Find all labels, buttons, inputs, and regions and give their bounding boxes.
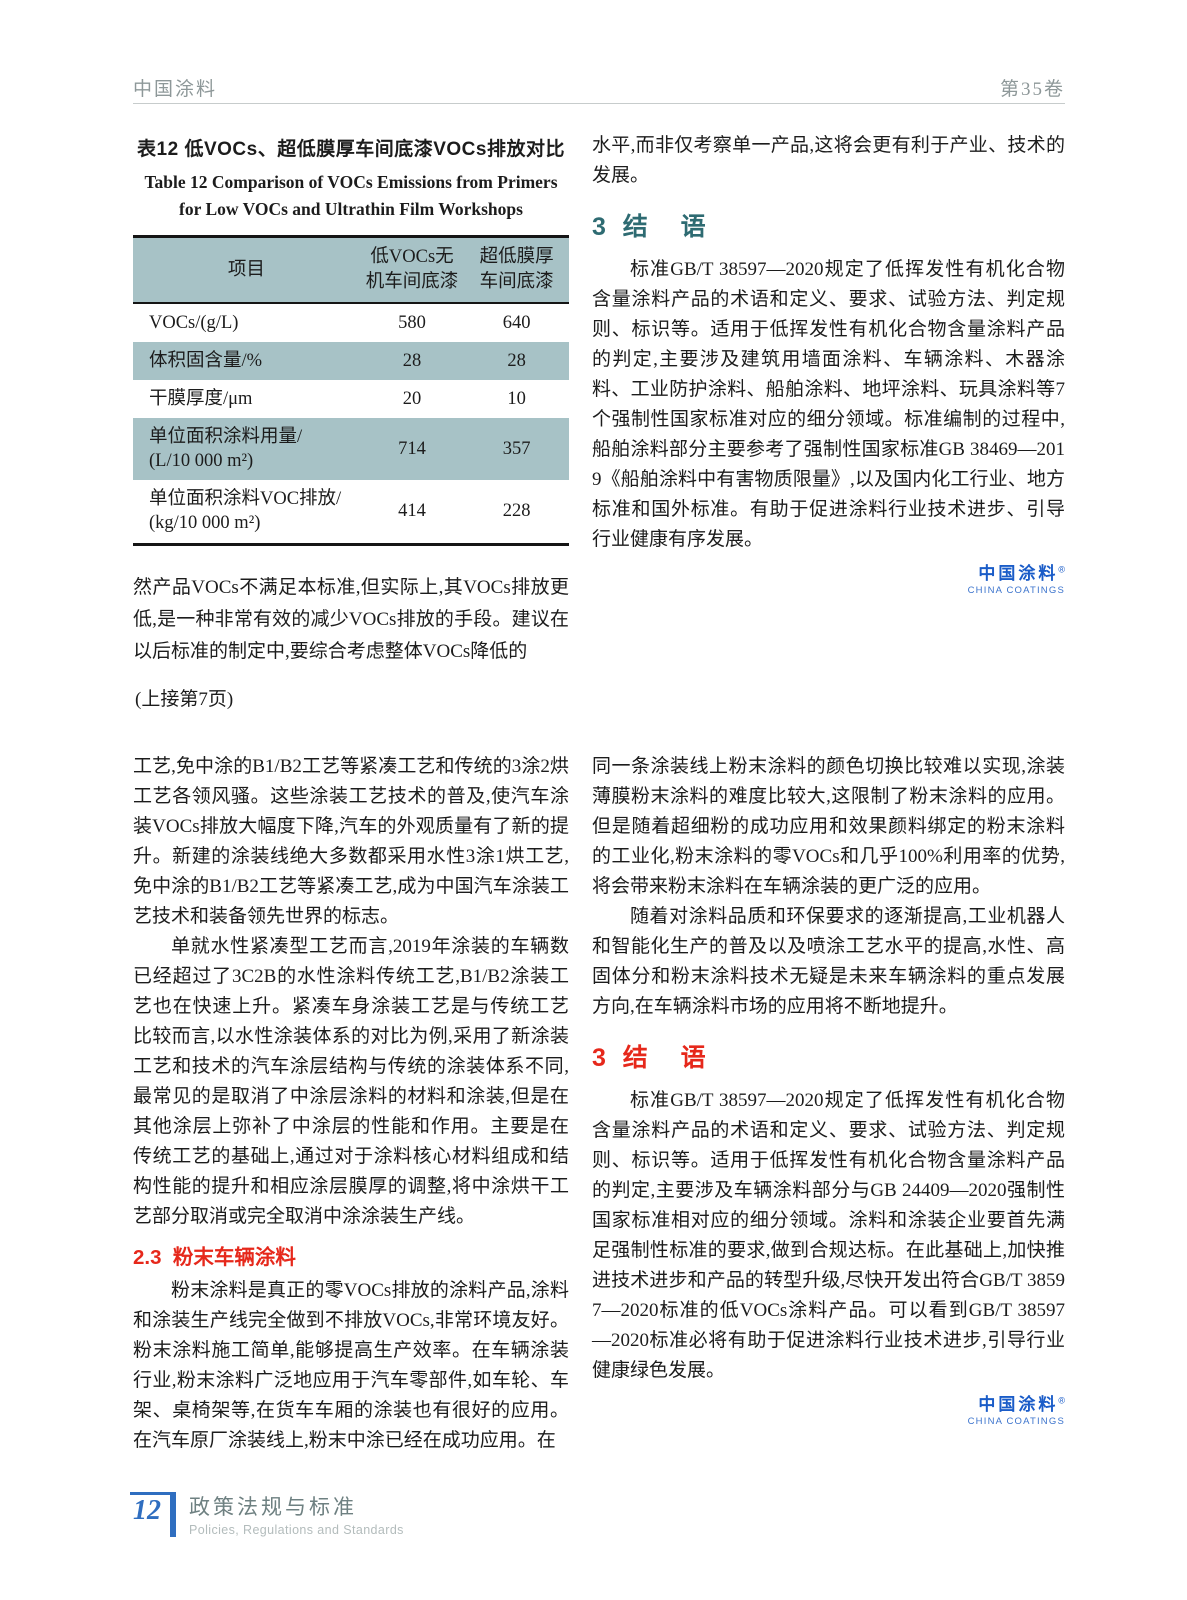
- page-number: 12: [133, 1495, 161, 1526]
- column-bottom-right: 同一条涂装线上粉末涂料的颜色切换比较难以实现,涂装薄膜粉末涂料的难度比较大,这限…: [592, 752, 1065, 1427]
- column-bottom-left: 工艺,免中涂的B1/B2工艺等紧凑工艺和传统的3涂2烘工艺各领风骚。这些涂装工艺…: [133, 752, 569, 1456]
- volume-label: 第35卷: [999, 79, 1065, 100]
- row-value: 228: [502, 501, 531, 522]
- paragraph: 粉末涂料是真正的零VOCs排放的涂料产品,涂料和涂装生产线完全做到不排放VOCs…: [133, 1280, 569, 1451]
- table-title-zh: 表12 低VOCs、超低膜厚车间底漆VOCs排放对比: [137, 139, 565, 160]
- col-header-ultrathin: 超低膜厚 车间底漆: [464, 236, 569, 305]
- paragraph: 然产品VOCs不满足本标准,但实际上,其VOCs排放更低,是一种非常有效的减少V…: [133, 576, 569, 662]
- paragraph: 随着对涂料品质和环保要求的逐渐提高,工业机器人和智能化生产的普及以及喷涂工艺水平…: [592, 906, 1065, 1017]
- logo-text-zh: 中国涂料: [978, 1395, 1059, 1414]
- row-value: 357: [502, 439, 531, 460]
- paragraph: 标准GB/T 38597—2020规定了低挥发性有机化合物含量涂料产品的术语和定…: [592, 259, 1065, 550]
- footer-section-zh: 政策法规与标准: [189, 1496, 357, 1519]
- table-row: 干膜厚度/μm 20 10: [133, 380, 569, 418]
- continuation-note: (上接第7页): [135, 689, 234, 710]
- paragraph: 工艺,免中涂的B1/B2工艺等紧凑工艺和传统的3涂2烘工艺各领风骚。这些涂装工艺…: [133, 756, 569, 927]
- col-header-item: 项目: [133, 236, 360, 305]
- row-value: 640: [502, 313, 531, 334]
- china-coatings-logo: 中国涂料® CHINA COATINGS: [592, 564, 1065, 596]
- paragraph: 同一条涂装线上粉末涂料的颜色切换比较难以实现,涂装薄膜粉末涂料的难度比较大,这限…: [592, 756, 1065, 897]
- logo-text-en: CHINA COATINGS: [967, 584, 1065, 596]
- footer-accent-bar: [170, 1495, 176, 1537]
- logo-text-en: CHINA COATINGS: [967, 1415, 1065, 1427]
- column-top-right: 水平,而非仅考察单一产品,这将会更有利于产业、技术的发展。 3 结 语 标准GB…: [592, 131, 1065, 596]
- table-header-row: 项目 低VOCs无 机车间底漆 超低膜厚 车间底漆: [133, 236, 569, 305]
- row-label: 体积固含量/%: [149, 351, 263, 372]
- row-value: 10: [507, 389, 526, 410]
- voc-emissions-table: 项目 低VOCs无 机车间底漆 超低膜厚 车间底漆 VOCs/(g/L) 580…: [133, 235, 569, 546]
- row-label: 干膜厚度/μm: [149, 389, 253, 410]
- table-row: 单位面积涂料用量/ (L/10 000 m²) 714 357: [133, 418, 569, 481]
- china-coatings-logo: 中国涂料® CHINA COATINGS: [592, 1395, 1065, 1427]
- row-value: 20: [402, 389, 422, 410]
- logo-text-zh: 中国涂料: [978, 564, 1059, 583]
- row-value: 28: [402, 351, 422, 372]
- table-head: 项目 低VOCs无 机车间底漆 超低膜厚 车间底漆: [133, 236, 569, 305]
- footer-page-number-block: 12: [130, 1492, 176, 1537]
- paragraph: 标准GB/T 38597—2020规定了低挥发性有机化合物含量涂料产品的术语和定…: [592, 1090, 1065, 1381]
- journal-name: 中国涂料: [133, 79, 218, 100]
- row-value: 714: [398, 439, 426, 460]
- paragraph: 水平,而非仅考察单一产品,这将会更有利于产业、技术的发展。: [592, 135, 1065, 186]
- column-top-left: 表12 低VOCs、超低膜厚车间底漆VOCs排放对比 Table 12 Comp…: [133, 134, 569, 668]
- row-label: 单位面积涂料VOC排放/ (kg/10 000 m²): [149, 489, 342, 534]
- paragraph: 单就水性紧凑型工艺而言,2019年涂装的车辆数已经超过了3C2B的水性涂料传统工…: [133, 936, 569, 1227]
- section-heading-conclusion-red: 3 结 语: [592, 1044, 707, 1072]
- footer-section-en: Policies, Regulations and Standards: [189, 1523, 404, 1538]
- row-value: 580: [398, 313, 426, 334]
- footer-section-titles: 政策法规与标准 Policies, Regulations and Standa…: [189, 1492, 404, 1537]
- sub-heading-powder-coatings: 2.3 粉末车辆涂料: [133, 1246, 296, 1269]
- table-row: 体积固含量/% 28 28: [133, 342, 569, 381]
- row-label: VOCs/(g/L): [149, 313, 239, 334]
- page-footer: 12 政策法规与标准 Policies, Regulations and Sta…: [130, 1492, 404, 1537]
- col-header-low-vocs: 低VOCs无 机车间底漆: [359, 236, 465, 305]
- header-rule: [133, 103, 1065, 104]
- running-head: 中国涂料 第35卷: [133, 74, 1065, 101]
- table-body: VOCs/(g/L) 580 640 体积固含量/% 28 28 干膜厚度/μm…: [133, 303, 569, 544]
- row-label: 单位面积涂料用量/ (L/10 000 m²): [149, 427, 303, 472]
- registered-mark: ®: [1058, 564, 1065, 575]
- table-row: 单位面积涂料VOC排放/ (kg/10 000 m²) 414 228: [133, 480, 569, 544]
- section-heading-conclusion: 3 结 语: [592, 213, 707, 241]
- table-row: VOCs/(g/L) 580 640: [133, 303, 569, 342]
- registered-mark: ®: [1058, 1395, 1065, 1406]
- row-value: 28: [507, 351, 526, 372]
- table-title-en: Table 12 Comparison of VOCs Emissions fr…: [144, 172, 558, 220]
- row-value: 414: [398, 501, 426, 522]
